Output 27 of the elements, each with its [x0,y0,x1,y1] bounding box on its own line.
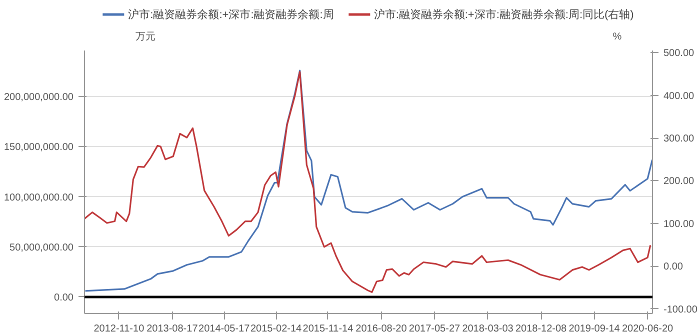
x-tick-label: 2015-02-14 [250,324,302,334]
y2-tick-label: 500.00 [664,48,695,60]
y-tick-label: 100,000,000.00 [4,192,74,204]
x-tick-label: 2012-11-10 [94,324,145,334]
legend-label: 沪市:融资融券余额:+深市:融资融券余额:周 [128,8,334,22]
y2-tick-label: 100.00 [664,218,695,230]
x-tick-label: 2014-05-17 [198,324,250,334]
y-tick-label: 0.00 [54,292,74,304]
y2-tick-label: 200.00 [664,176,695,188]
x-tick-label: 2015-11-14 [302,324,354,334]
x-tick-label: 2016-08-20 [356,324,408,334]
y-axis-title: 万元 [136,31,156,42]
x-tick-label: 2018-03-03 [462,324,514,334]
y2-tick-label: 400.00 [664,90,695,102]
y-tick-label: 50,000,000.00 [10,242,74,254]
y2-axis-title: % [612,31,622,42]
y-tick-label: 200,000,000.00 [4,92,74,104]
y2-tick-label: 300.00 [664,134,695,145]
x-tick-label: 2017-05-27 [408,324,461,334]
x-tick-label: 2019-09-14 [568,324,620,334]
legend-label: 沪市:融资融券余额:+深市:融资融券余额:周:同比(右轴) [374,8,634,22]
y-tick-label: 150,000,000.00 [4,142,74,154]
x-tick-label: 2020-06-20 [622,324,674,334]
y2-tick-label: -100.00 [664,304,698,316]
x-tick-label: 2013-08-17 [146,324,198,334]
x-tick-label: 2018-12-08 [515,324,568,334]
y2-tick-label: 0.00 [664,262,684,273]
